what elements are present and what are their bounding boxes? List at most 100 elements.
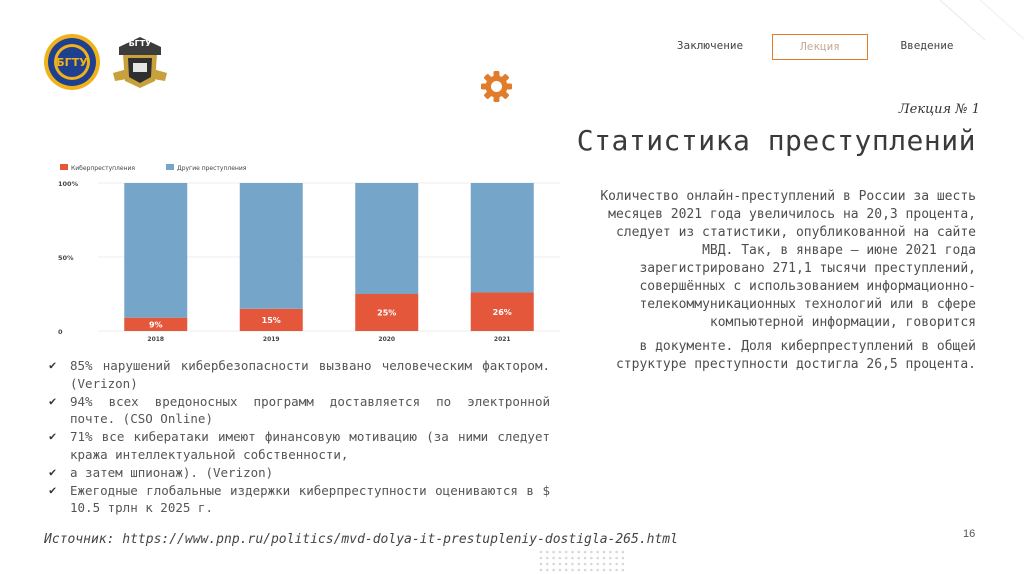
- decor-dot: [596, 550, 599, 554]
- decor-dot: [552, 568, 555, 572]
- decor-dot: [552, 556, 555, 560]
- nav-lecture[interactable]: Лекция: [772, 34, 868, 60]
- article-text: Количество онлайн-преступлений в России …: [592, 188, 976, 374]
- x-tick-label: 2020: [378, 336, 395, 343]
- decor-dot: [558, 562, 562, 566]
- decor-dot: [571, 550, 574, 554]
- decor-dot: [571, 568, 574, 572]
- list-item: ✔ 71% все кибератаки имеют финансовую мот…: [46, 428, 550, 464]
- decor-dot: [539, 550, 543, 554]
- bar-cyber: [355, 294, 419, 331]
- decor-dot: [583, 568, 587, 572]
- nav-conclusion[interactable]: Заключение: [676, 39, 744, 52]
- decor-dot: [615, 562, 618, 566]
- decor-dot: [546, 550, 549, 554]
- bar-value-label: 9%: [149, 320, 163, 329]
- dot-pattern-decoration: [539, 550, 625, 572]
- decor-dot: [577, 568, 581, 572]
- decor-dot: [615, 556, 618, 560]
- legend-label-cyber: Киберпреступления: [71, 165, 135, 172]
- decor-dot: [596, 562, 599, 566]
- check-icon: ✔: [49, 429, 57, 444]
- university-logo: БГТУ: [44, 34, 100, 90]
- corner-decoration: [939, 0, 1024, 40]
- list-item-text: Ежегодные глобальные издержки киберпрест…: [70, 482, 550, 516]
- decor-dot: [552, 550, 555, 554]
- list-item-text: 94% всех вредоносных программ доставляет…: [70, 393, 550, 427]
- x-tick-label: 2018: [147, 336, 164, 343]
- decor-dot: [564, 550, 568, 554]
- decor-dot: [539, 556, 543, 560]
- legend-label-other: Другие преступления: [177, 165, 247, 172]
- x-tick-label: 2021: [494, 336, 511, 343]
- facts-list: ✔ 85% нарушений кибербезопасности вызвано…: [46, 357, 550, 517]
- crime-stats-chart: Киберпреступления Другие преступления 10…: [58, 164, 560, 343]
- decor-dot: [615, 550, 618, 554]
- list-item: ✔ 94% всех вредоносных программ доставляе…: [46, 393, 550, 429]
- bar-other: [124, 183, 188, 318]
- decor-dot: [583, 550, 587, 554]
- decor-dot: [609, 556, 612, 560]
- x-tick-label: 2019: [263, 336, 280, 343]
- decor-dot: [602, 556, 606, 560]
- decor-dot: [558, 568, 562, 572]
- decor-dot: [558, 556, 562, 560]
- decor-dot: [609, 562, 612, 566]
- decor-dot: [583, 556, 587, 560]
- logo2-text: БГТУ: [129, 39, 152, 48]
- decor-dot: [539, 562, 543, 566]
- bar-other: [239, 183, 303, 309]
- bar-value-label: 25%: [377, 309, 396, 318]
- decor-dot: [621, 550, 625, 554]
- decor-dot: [558, 550, 562, 554]
- faculty-logo: БГТУ: [113, 37, 167, 88]
- decor-dot: [546, 562, 549, 566]
- check-icon: ✔: [49, 482, 57, 497]
- article-paragraph: в документе. Доля киберпреступлений в об…: [615, 339, 976, 372]
- decor-dot: [583, 562, 587, 566]
- list-item: ✔ Ежегодные глобальные издержки киберпрес…: [46, 482, 550, 518]
- check-icon: ✔: [49, 464, 57, 479]
- decor-dot: [546, 568, 549, 572]
- nav-introduction[interactable]: Введение: [900, 39, 954, 52]
- bar-other: [470, 183, 534, 293]
- lecture-number: Лекция № 1: [898, 102, 980, 117]
- y-tick-label: 100%: [58, 180, 79, 188]
- bar-cyber: [470, 292, 534, 331]
- decor-dot: [621, 556, 625, 560]
- legend-swatch-cyber: [60, 164, 68, 170]
- decor-dot: [609, 550, 612, 554]
- decor-dot: [571, 562, 574, 566]
- page-number: 16: [963, 528, 976, 540]
- decor-dot: [571, 556, 574, 560]
- decor-dot: [615, 568, 618, 572]
- y-tick-label: 50%: [58, 254, 74, 262]
- bar-value-label: 26%: [493, 308, 512, 317]
- list-item: ✔ 85% нарушений кибербезопасности вызвано…: [46, 357, 550, 393]
- list-item-text: 85% нарушений кибербезопасности вызвано …: [70, 358, 550, 391]
- legend-swatch-other: [166, 164, 174, 170]
- bar-value-label: 15%: [262, 316, 281, 325]
- decor-dot: [596, 556, 599, 560]
- decor-dot: [590, 568, 593, 572]
- source-citation: Источник: https://www.pnp.ru/politics/mv…: [44, 532, 678, 547]
- decor-dot: [539, 568, 543, 572]
- decor-dot: [577, 562, 581, 566]
- decor-dot: [609, 568, 612, 572]
- check-icon: ✔: [49, 393, 57, 408]
- decor-dot: [546, 556, 549, 560]
- decor-dot: [564, 556, 568, 560]
- list-item-text: 71% все кибератаки имеют финансовую моти…: [70, 429, 550, 462]
- gear-icon: [481, 71, 512, 102]
- decor-dot: [621, 562, 625, 566]
- decor-dot: [564, 568, 568, 572]
- bar-cyber: [239, 308, 303, 331]
- bar-other: [355, 183, 419, 294]
- chart-legend: Киберпреступления Другие преступления: [60, 164, 247, 172]
- decor-dot: [602, 550, 606, 554]
- check-icon: ✔: [49, 358, 57, 372]
- decor-dot: [564, 562, 568, 566]
- logo1-text: БГТУ: [56, 56, 88, 69]
- decor-dot: [590, 550, 593, 554]
- y-tick-label: 0: [58, 328, 63, 336]
